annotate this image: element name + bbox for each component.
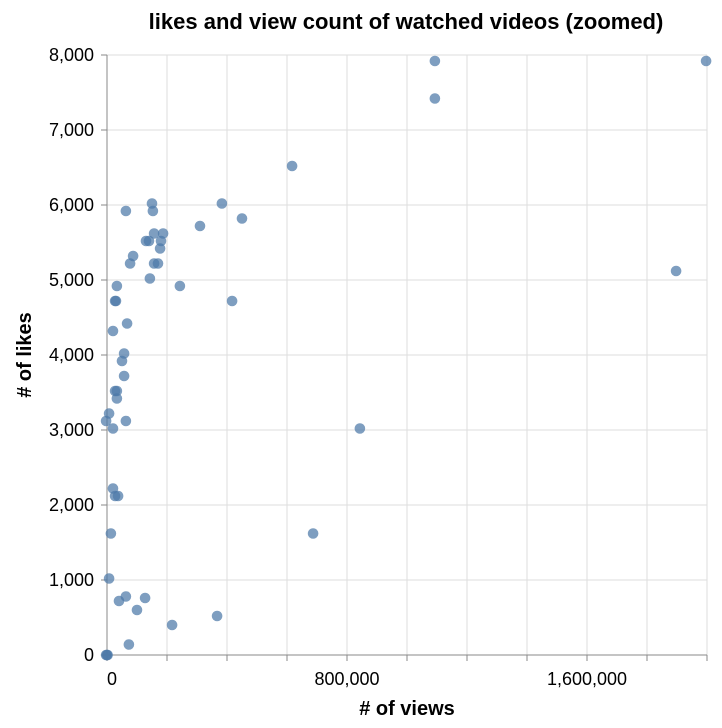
data-point	[226, 295, 238, 307]
y-tick-label: 7,000	[49, 120, 94, 140]
data-point	[123, 639, 135, 650]
data-point	[670, 265, 682, 277]
data-point	[100, 415, 112, 427]
data-point	[103, 573, 115, 584]
data-point	[307, 528, 319, 539]
y-tick-label: 8,000	[49, 45, 94, 65]
grid-lines	[107, 54, 708, 655]
data-point	[216, 198, 228, 209]
data-point	[120, 205, 132, 217]
data-point	[111, 280, 123, 292]
chart-title: likes and view count of watched videos (…	[149, 9, 664, 34]
data-point	[147, 205, 159, 217]
data-point	[120, 415, 132, 427]
data-point	[700, 55, 712, 67]
y-tick-label: 3,000	[49, 420, 94, 440]
data-point	[113, 595, 125, 607]
data-point	[107, 325, 119, 337]
x-tick-label: 0	[107, 669, 117, 689]
data-point	[116, 355, 128, 367]
data-point	[174, 280, 186, 292]
data-point	[107, 423, 119, 434]
data-point	[429, 93, 441, 104]
data-point	[144, 273, 156, 284]
y-tick-label: 0	[84, 645, 94, 665]
data-point	[124, 258, 136, 269]
data-point	[154, 243, 166, 254]
y-tick-label: 2,000	[49, 495, 94, 515]
x-tick-label: 800,000	[314, 669, 379, 689]
data-point	[112, 490, 124, 502]
data-points	[100, 55, 712, 661]
data-point	[148, 228, 160, 239]
data-point	[102, 649, 113, 661]
data-point	[110, 295, 122, 307]
y-axis-title: # of likes	[14, 312, 36, 398]
y-tick-label: 5,000	[49, 270, 94, 290]
data-point	[111, 393, 123, 404]
x-tick-label: 1,600,000	[547, 669, 627, 689]
data-point	[354, 423, 366, 434]
data-point	[194, 220, 206, 232]
data-point	[139, 592, 151, 604]
data-point	[286, 160, 298, 172]
y-tick-label: 6,000	[49, 195, 94, 215]
axes: 0 800,000 1,600,000 0 1,000 2,000 3,000 4,000 5,…	[49, 45, 708, 689]
x-axis-title: # of views	[359, 698, 455, 720]
y-tick-label: 4,000	[49, 345, 94, 365]
y-tick-label: 1,000	[49, 570, 94, 590]
data-point	[152, 258, 164, 269]
data-point	[166, 619, 178, 631]
data-point	[105, 528, 117, 539]
data-point	[118, 370, 130, 382]
data-point	[121, 318, 133, 329]
data-point	[211, 610, 223, 622]
data-point	[143, 235, 155, 247]
data-point	[236, 213, 248, 224]
data-point	[131, 604, 143, 616]
data-point	[111, 385, 123, 397]
data-point	[429, 55, 441, 67]
